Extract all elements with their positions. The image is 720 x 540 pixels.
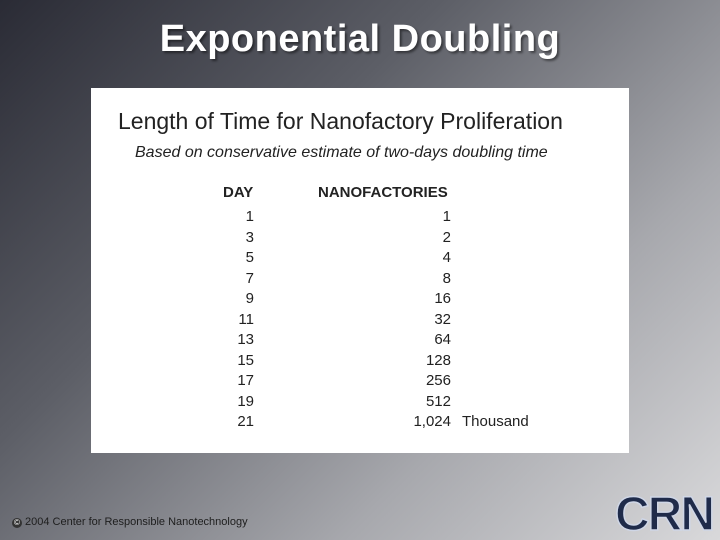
table-row: 21 1,024 Thousand: [91, 411, 629, 432]
table-row: 19 512: [91, 391, 629, 412]
footer-copyright: © 2004 Center for Responsible Nanotechnol…: [12, 516, 248, 528]
nanofactories-cell: 512: [425, 392, 451, 410]
nanofactories-cell: 16: [434, 290, 451, 307]
copyright-icon: ©: [12, 518, 22, 528]
nanofactories-cell: 1,024: [413, 413, 451, 430]
column-header-nanofactories: NANOFACTORIES: [318, 184, 448, 201]
table-panel: Length of Time for Nanofactory Prolifera…: [91, 88, 629, 453]
day-cell: 13: [237, 331, 254, 348]
table-row: 15 128: [91, 350, 629, 371]
crn-logo: CRN: [614, 487, 714, 536]
day-cell: 9: [245, 290, 254, 307]
nanofactories-cell: 4: [442, 249, 451, 266]
day-cell: 15: [237, 351, 254, 369]
nanofactories-cell: 1: [442, 208, 451, 225]
copyright-text: 2004 Center for Responsible Nanotechnolo…: [25, 516, 248, 528]
day-cell: 3: [245, 228, 254, 246]
day-cell: 21: [237, 413, 254, 430]
nanofactories-cell: 128: [425, 351, 451, 369]
crn-logo-text: CRN: [615, 488, 713, 536]
day-cell: 7: [245, 269, 254, 287]
day-cell: 17: [237, 372, 254, 389]
unit-label: Thousand: [462, 413, 529, 430]
table-row: 9 16: [91, 288, 629, 309]
nanofactories-cell: 2: [442, 228, 451, 246]
day-cell: 5: [245, 249, 254, 266]
table-row: 11 32: [91, 309, 629, 330]
table-row: 17 256: [91, 370, 629, 391]
nanofactories-cell: 8: [442, 269, 451, 287]
panel-subtitle: Based on conservative estimate of two-da…: [135, 144, 548, 161]
day-cell: 11: [238, 310, 254, 328]
nanofactories-cell: 32: [434, 310, 451, 328]
panel-title: Length of Time for Nanofactory Prolifera…: [118, 108, 563, 134]
table-row: 13 64: [91, 329, 629, 350]
slide-title: Exponential Doubling: [159, 18, 561, 60]
day-cell: 1: [245, 208, 254, 225]
table-body: 1 1 3 2 5 4 7 8 9 16 11 32 13 64 15 128 17 256 19 512 21 1,02…: [91, 206, 629, 432]
column-header-day: DAY: [223, 184, 254, 201]
nanofactories-cell: 256: [425, 372, 451, 389]
day-cell: 19: [237, 392, 254, 410]
nanofactories-cell: 64: [434, 331, 451, 348]
